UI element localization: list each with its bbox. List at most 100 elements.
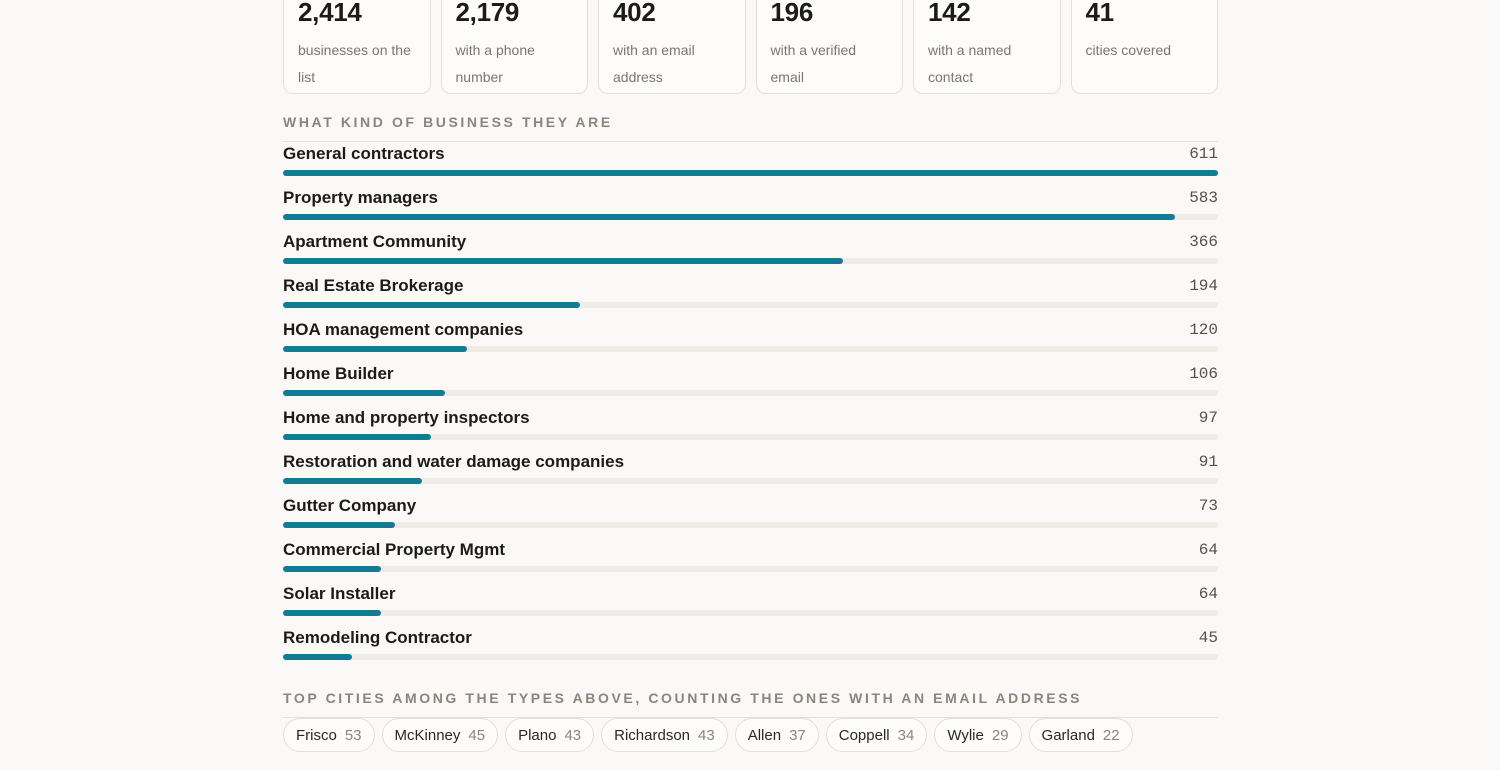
bar-row: General contractors 611 (283, 144, 1218, 188)
stat-label: with an email address (613, 42, 695, 85)
stat-card-phone: 2,179 with a phone number (440, 0, 588, 94)
section-divider (283, 717, 1218, 718)
bar-track (283, 390, 1218, 396)
city-name: Allen (747, 726, 782, 744)
bar-category-label: HOA management companies (283, 320, 524, 339)
bar-fill (283, 346, 467, 352)
stat-label: businesses on the list (298, 42, 411, 85)
bar-value-label: 120 (1189, 321, 1218, 339)
city-chip[interactable]: Plano 43 (505, 718, 595, 752)
bar-value-label: 64 (1198, 541, 1218, 559)
bar-track (283, 610, 1218, 616)
bar-value-label: 73 (1198, 497, 1218, 515)
bar-value-label: 194 (1189, 277, 1218, 295)
bar-category-label: Commercial Property Mgmt (283, 540, 505, 559)
city-chip[interactable]: Coppell 34 (825, 718, 928, 752)
bar-fill (283, 478, 423, 484)
bar-row: Remodeling Contractor 45 (283, 628, 1218, 672)
bar-fill (283, 170, 1218, 176)
bar-row: Home and property inspectors 97 (283, 408, 1218, 452)
stat-card-cities: 41 cities covered (1070, 0, 1218, 94)
bar-track (283, 566, 1218, 572)
bar-track (283, 434, 1218, 440)
bar-fill (283, 258, 844, 264)
bar-category-label: Restoration and water damage companies (283, 452, 625, 471)
bar-value-label: 366 (1189, 233, 1218, 251)
bar-fill (283, 566, 381, 572)
city-name: Richardson (614, 726, 691, 744)
stat-label: with a verified email (770, 42, 857, 85)
bar-category-label: Apartment Community (283, 232, 467, 251)
stat-label: with a phone number (455, 42, 535, 85)
stat-card-businesses: 2,414 businesses on the list (283, 0, 431, 94)
bar-value-label: 106 (1189, 365, 1218, 383)
bar-track (283, 522, 1218, 528)
bar-row: Solar Installer 64 (283, 584, 1218, 628)
bar-row: Real Estate Brokerage 194 (283, 276, 1218, 320)
bar-fill (283, 214, 1176, 220)
bar-track (283, 170, 1218, 176)
bar-fill (283, 522, 395, 528)
bar-category-label: Home and property inspectors (283, 408, 530, 427)
bar-track (283, 478, 1218, 484)
stat-value: 41 (1085, 0, 1115, 27)
bar-track (283, 302, 1218, 308)
bar-track (283, 258, 1218, 264)
city-chip[interactable]: Frisco 53 (283, 718, 375, 752)
bar-track (283, 214, 1218, 220)
city-chip[interactable]: Garland 22 (1028, 718, 1133, 752)
stat-value: 196 (770, 0, 814, 27)
stat-card-email: 402 with an email address (598, 0, 746, 94)
bar-row: Apartment Community 366 (283, 232, 1218, 276)
bar-category-label: Home Builder (283, 364, 394, 383)
bar-row: Property managers 583 (283, 188, 1218, 232)
bar-row: Gutter Company 73 (283, 496, 1218, 540)
bar-fill (283, 302, 580, 308)
city-count: 22 (1102, 726, 1120, 744)
bar-value-label: 583 (1189, 189, 1218, 207)
city-chip[interactable]: Richardson 43 (601, 718, 728, 752)
bar-category-label: Real Estate Brokerage (283, 276, 464, 295)
stat-card-named-contact: 142 with a named contact (913, 0, 1061, 94)
bar-row: HOA management companies 120 (283, 320, 1218, 364)
bar-value-label: 611 (1189, 145, 1218, 163)
city-chip-list: Frisco 53 McKinney 45 Plano 43 Richardson 43 All… (283, 718, 1133, 752)
city-count: 37 (789, 726, 806, 744)
bar-fill (283, 654, 352, 660)
bar-fill (283, 434, 432, 440)
bar-fill (283, 610, 381, 616)
bar-category-label: Property managers (283, 188, 438, 207)
city-name: Plano (518, 726, 557, 744)
bar-track (283, 654, 1218, 660)
city-chip[interactable]: Wylie 29 (934, 718, 1022, 752)
city-count: 34 (897, 726, 915, 744)
stat-value: 142 (928, 0, 971, 27)
bar-row: Restoration and water damage companies 91 (283, 452, 1218, 496)
bar-category-label: General contractors (283, 144, 445, 163)
city-name: Wylie (947, 726, 984, 744)
bar-category-label: Gutter Company (283, 496, 417, 515)
city-chip[interactable]: Allen 37 (734, 718, 819, 752)
bar-row: Home Builder 106 (283, 364, 1218, 408)
stat-value: 2,414 (298, 0, 362, 27)
city-count: 45 (468, 726, 486, 744)
stat-value: 2,179 (455, 0, 520, 27)
section-divider (283, 141, 1218, 142)
city-count: 53 (344, 726, 362, 744)
city-count: 29 (991, 726, 1009, 744)
bar-value-label: 97 (1198, 409, 1218, 427)
stat-label: with a named contact (928, 42, 1012, 85)
city-chip[interactable]: McKinney 45 (381, 718, 499, 752)
city-count: 43 (698, 726, 715, 744)
city-name: McKinney (394, 726, 461, 744)
cities-section-title: TOP CITIES AMONG THE TYPES ABOVE, COUNTI… (283, 690, 1083, 706)
city-name: Garland (1041, 726, 1095, 744)
bar-category-label: Solar Installer (283, 584, 396, 603)
bar-category-label: Remodeling Contractor (283, 628, 472, 647)
bar-row: Commercial Property Mgmt 64 (283, 540, 1218, 584)
city-count: 43 (564, 726, 582, 744)
city-name: Coppell (838, 726, 890, 744)
business-section-title: WHAT KIND OF BUSINESS THEY ARE (283, 114, 613, 130)
stat-value: 402 (613, 0, 656, 27)
stat-card-verified-email: 196 with a verified email (755, 0, 903, 94)
